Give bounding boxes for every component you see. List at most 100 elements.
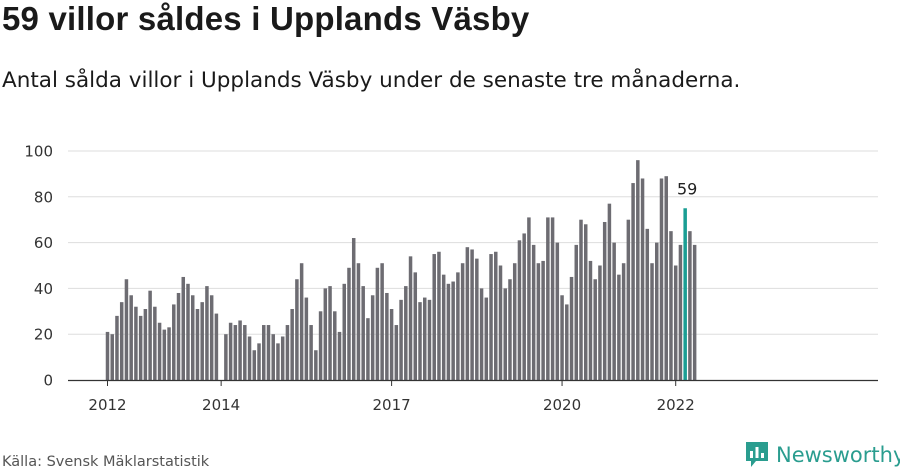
bar (356, 263, 361, 380)
highlight-value-label: 59 (677, 179, 697, 198)
bar (489, 254, 493, 380)
bar (361, 286, 365, 380)
source-note: Källa: Svensk Mäklarstatistik (2, 454, 210, 470)
bar (257, 343, 261, 380)
bar (598, 265, 602, 380)
bar (333, 311, 337, 380)
bar (427, 299, 432, 380)
bar (527, 217, 531, 380)
bar (129, 295, 133, 380)
bar (347, 267, 351, 380)
bar (517, 240, 522, 380)
bar (602, 221, 607, 380)
bar (285, 325, 290, 380)
bar (688, 231, 692, 380)
bar (621, 263, 626, 380)
bar (314, 350, 318, 380)
bar (266, 325, 271, 380)
bar (375, 267, 380, 380)
bar (470, 249, 474, 380)
bar (659, 178, 664, 380)
bar (143, 309, 148, 380)
bar (190, 295, 195, 380)
bar (560, 295, 564, 380)
bar (299, 263, 304, 380)
bar (437, 251, 441, 380)
bar (669, 231, 673, 380)
bar (512, 263, 517, 380)
y-tick-label: 100 (24, 143, 53, 161)
bar (565, 304, 569, 380)
bar (195, 309, 200, 380)
bar (508, 279, 512, 380)
bar (134, 306, 138, 380)
bar (172, 304, 176, 380)
bar (484, 297, 489, 380)
bar (205, 286, 209, 380)
bar (228, 322, 233, 380)
bar (432, 254, 436, 380)
bar (536, 263, 541, 380)
bar (607, 203, 612, 380)
bar (555, 242, 560, 380)
bar (541, 260, 545, 380)
chart-subtitle: Antal sålda villor i Upplands Väsby unde… (2, 68, 741, 93)
bar (460, 263, 465, 380)
bar (593, 279, 597, 380)
bar (664, 176, 668, 380)
bar (583, 224, 588, 380)
bar (636, 160, 640, 380)
bar (176, 292, 181, 380)
bar (214, 313, 219, 380)
bar (370, 295, 375, 380)
bar (413, 272, 418, 380)
bar (451, 281, 455, 380)
bar (422, 297, 427, 380)
bar (475, 258, 479, 380)
bar (247, 336, 252, 380)
bar (290, 309, 294, 380)
bar (209, 295, 214, 380)
y-tick-label: 40 (34, 280, 53, 298)
bar (138, 315, 143, 380)
bar (588, 260, 593, 380)
bar (124, 279, 129, 380)
bar (342, 283, 346, 380)
bar (162, 329, 167, 380)
bar (456, 272, 460, 380)
bar (531, 244, 536, 380)
bar (167, 327, 171, 380)
x-tick-label: 2014 (202, 396, 240, 414)
bar (673, 265, 678, 380)
bar (276, 343, 280, 380)
bar (380, 263, 384, 380)
bar (479, 288, 484, 380)
bar (569, 276, 574, 380)
chart-title: 59 villor såldes i Upplands Väsby (2, 0, 530, 37)
bar (252, 350, 257, 380)
bar (233, 325, 238, 380)
x-tick-label: 2012 (88, 396, 126, 414)
bar (503, 288, 507, 380)
bar (441, 274, 446, 380)
bar (309, 325, 313, 380)
bar (678, 244, 683, 380)
bar (105, 331, 110, 380)
bar (295, 279, 299, 380)
bar (243, 325, 247, 380)
bar (119, 302, 124, 380)
bar (328, 286, 332, 380)
brand-logo[interactable]: Newsworthy (744, 441, 900, 469)
bar (110, 334, 114, 380)
bar (153, 306, 157, 380)
bar (574, 244, 579, 380)
bar (181, 276, 186, 380)
bar (640, 178, 645, 380)
bar (323, 288, 328, 380)
bar (404, 286, 408, 380)
bar (238, 320, 242, 380)
bar (650, 263, 654, 380)
y-tick-label: 0 (43, 372, 53, 390)
bar (318, 311, 323, 380)
bar (148, 290, 152, 380)
